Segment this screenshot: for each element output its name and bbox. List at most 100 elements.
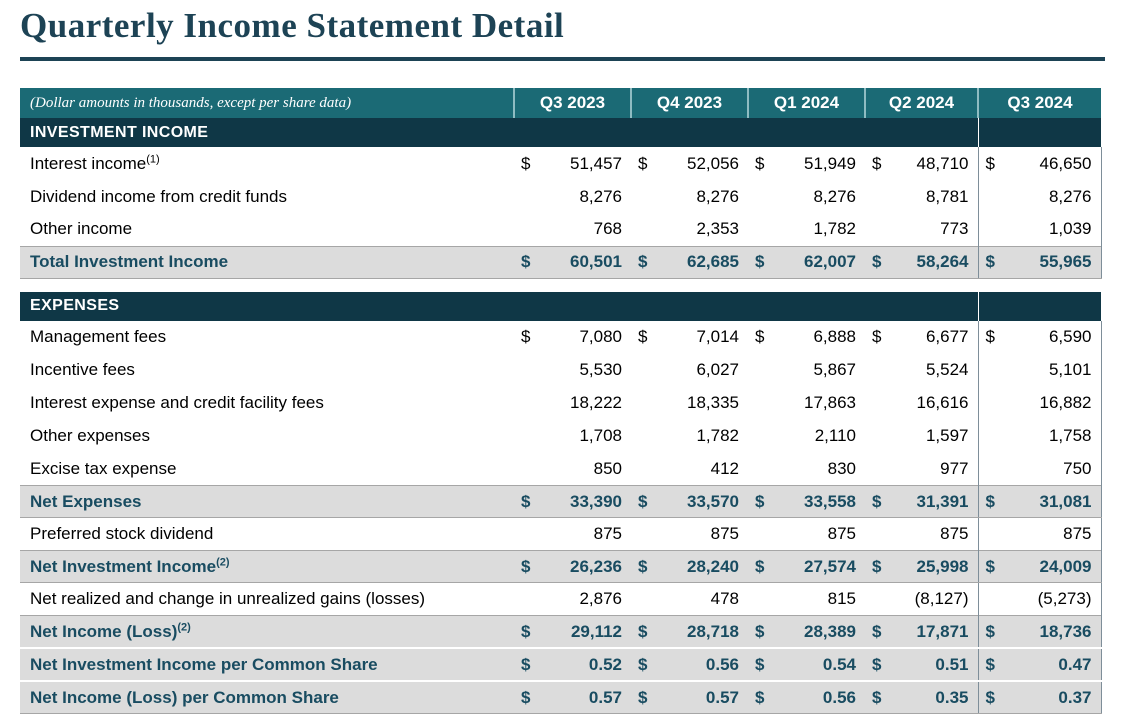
cell-value: 33,570	[687, 491, 739, 511]
row-label: Net Expenses	[20, 485, 514, 518]
dollar-sign: $	[872, 654, 882, 674]
value-cell: $0.57	[514, 680, 631, 714]
value-cell: $62,007	[748, 245, 865, 279]
row-label: Net Investment Income per Common Share	[20, 647, 514, 682]
row-label: Interest income(1)	[20, 147, 514, 180]
table-note: (Dollar amounts in thousands, except per…	[20, 88, 514, 118]
value-cell: 17,863	[748, 387, 865, 420]
dollar-sign: $	[521, 654, 531, 674]
value-cell-highlighted: 750	[977, 452, 1102, 486]
table-row: Incentive fees 5,530 6,027 5,867 5,524 5…	[20, 353, 1102, 387]
value-cell: 6,027	[631, 354, 748, 387]
cell-value: 875	[710, 524, 739, 543]
row-label: Management fees	[20, 321, 514, 354]
value-cell: $6,677	[865, 321, 978, 354]
value-cell-highlighted: 16,882	[977, 386, 1102, 420]
cell-value: 1,782	[813, 219, 856, 239]
cell-value: 24,009	[1039, 556, 1092, 576]
dollar-sign: $	[985, 491, 995, 511]
dollar-sign: $	[638, 621, 648, 641]
value-cell: 2,876	[514, 583, 631, 616]
dollar-sign: $	[521, 491, 531, 511]
dollar-sign: $	[985, 153, 995, 173]
dollar-sign: $	[638, 556, 648, 576]
column-header-q3-2023: Q3 2023	[513, 88, 631, 118]
table-row: Interest expense and credit facility fee…	[20, 386, 1102, 420]
value-cell-highlighted: (5,273)	[977, 582, 1102, 616]
row-label: Incentive fees	[20, 354, 514, 387]
cell-value: 977	[940, 458, 969, 478]
value-cell: $0.57	[631, 680, 748, 714]
column-header-q3-2024: Q3 2024	[977, 88, 1101, 118]
table-row-total: Total Investment Income $60,501 $62,685 …	[20, 245, 1102, 279]
value-cell: $28,240	[631, 550, 748, 583]
cell-value: 51,457	[570, 153, 622, 173]
table-row: Interest income(1) $51,457 $52,056 $51,9…	[20, 147, 1102, 180]
cell-value: 33,390	[570, 491, 622, 511]
dollar-sign: $	[638, 252, 648, 271]
value-cell-highlighted: $24,009	[977, 550, 1102, 583]
value-cell: $48,710	[865, 147, 978, 180]
table-row: Other expenses 1,708 1,782 2,110 1,597 1…	[20, 419, 1102, 453]
cell-value: 815	[827, 589, 856, 608]
dollar-sign: $	[755, 654, 765, 674]
value-cell: $29,112	[514, 615, 631, 649]
cell-value: (5,273)	[1037, 589, 1092, 608]
value-cell: (8,127)	[865, 583, 978, 616]
dollar-sign: $	[755, 687, 765, 707]
value-cell-highlighted: 1,039	[977, 213, 1102, 246]
dollar-sign: $	[755, 252, 765, 271]
cell-value: 58,264	[916, 252, 969, 271]
value-cell: $62,685	[631, 245, 748, 279]
cell-value: 31,391	[916, 491, 969, 511]
value-cell: $27,574	[748, 550, 865, 583]
row-label-text: Interest expense and credit facility fee…	[30, 393, 324, 412]
row-label: Other income	[20, 213, 514, 246]
cell-value: 850	[593, 458, 622, 478]
cell-value: 6,888	[813, 327, 856, 346]
cell-value: 478	[710, 589, 739, 608]
row-label-text: Other income	[30, 219, 133, 239]
dollar-sign: $	[755, 621, 765, 641]
value-cell: 1,782	[748, 213, 865, 246]
dollar-sign: $	[521, 687, 531, 707]
value-cell: 875	[865, 518, 978, 551]
cell-value: 60,501	[570, 252, 622, 271]
cell-value: 0.52	[588, 654, 622, 674]
dollar-sign: $	[755, 153, 765, 173]
row-label: Other expenses	[20, 420, 514, 453]
cell-value: 5,101	[1048, 360, 1092, 379]
row-label-text: Preferred stock dividend	[30, 524, 214, 543]
cell-value: 0.51	[935, 654, 969, 674]
value-cell: $6,888	[748, 321, 865, 354]
table-row-total: Net Investment Income per Common Share $…	[20, 647, 1102, 682]
value-cell: $0.51	[865, 647, 978, 682]
table-row-total: Net Investment Income(2) $26,236 $28,240…	[20, 550, 1102, 583]
cell-value: 875	[827, 524, 856, 543]
dollar-sign: $	[872, 556, 882, 576]
cell-value: 1,782	[696, 426, 739, 445]
value-cell: 1,782	[631, 420, 748, 453]
cell-value: 2,876	[579, 589, 622, 608]
cell-value: 48,710	[916, 153, 969, 173]
dollar-sign: $	[872, 327, 882, 346]
value-cell: 18,222	[514, 387, 631, 420]
section-header-expenses: EXPENSES	[20, 291, 978, 321]
value-cell-highlighted: 8,276	[977, 180, 1102, 213]
value-cell: $52,056	[631, 147, 748, 180]
row-label-text: Net realized and change in unrealized ga…	[30, 589, 426, 608]
cell-value: 773	[940, 219, 969, 239]
value-cell: 478	[631, 583, 748, 616]
table-row-total: Net Income (Loss) per Common Share $0.57…	[20, 680, 1102, 714]
dollar-sign: $	[872, 621, 882, 641]
dollar-sign: $	[985, 252, 995, 271]
value-cell-highlighted: $0.47	[977, 647, 1102, 682]
value-cell: 2,110	[748, 420, 865, 453]
table-row: Net realized and change in unrealized ga…	[20, 582, 1102, 616]
value-cell-highlighted: $55,965	[977, 245, 1102, 279]
dollar-sign: $	[638, 654, 648, 674]
cell-value: 8,276	[579, 186, 622, 206]
dollar-sign: $	[985, 687, 995, 707]
cell-value: 875	[593, 524, 622, 543]
cell-value: 412	[710, 458, 739, 478]
